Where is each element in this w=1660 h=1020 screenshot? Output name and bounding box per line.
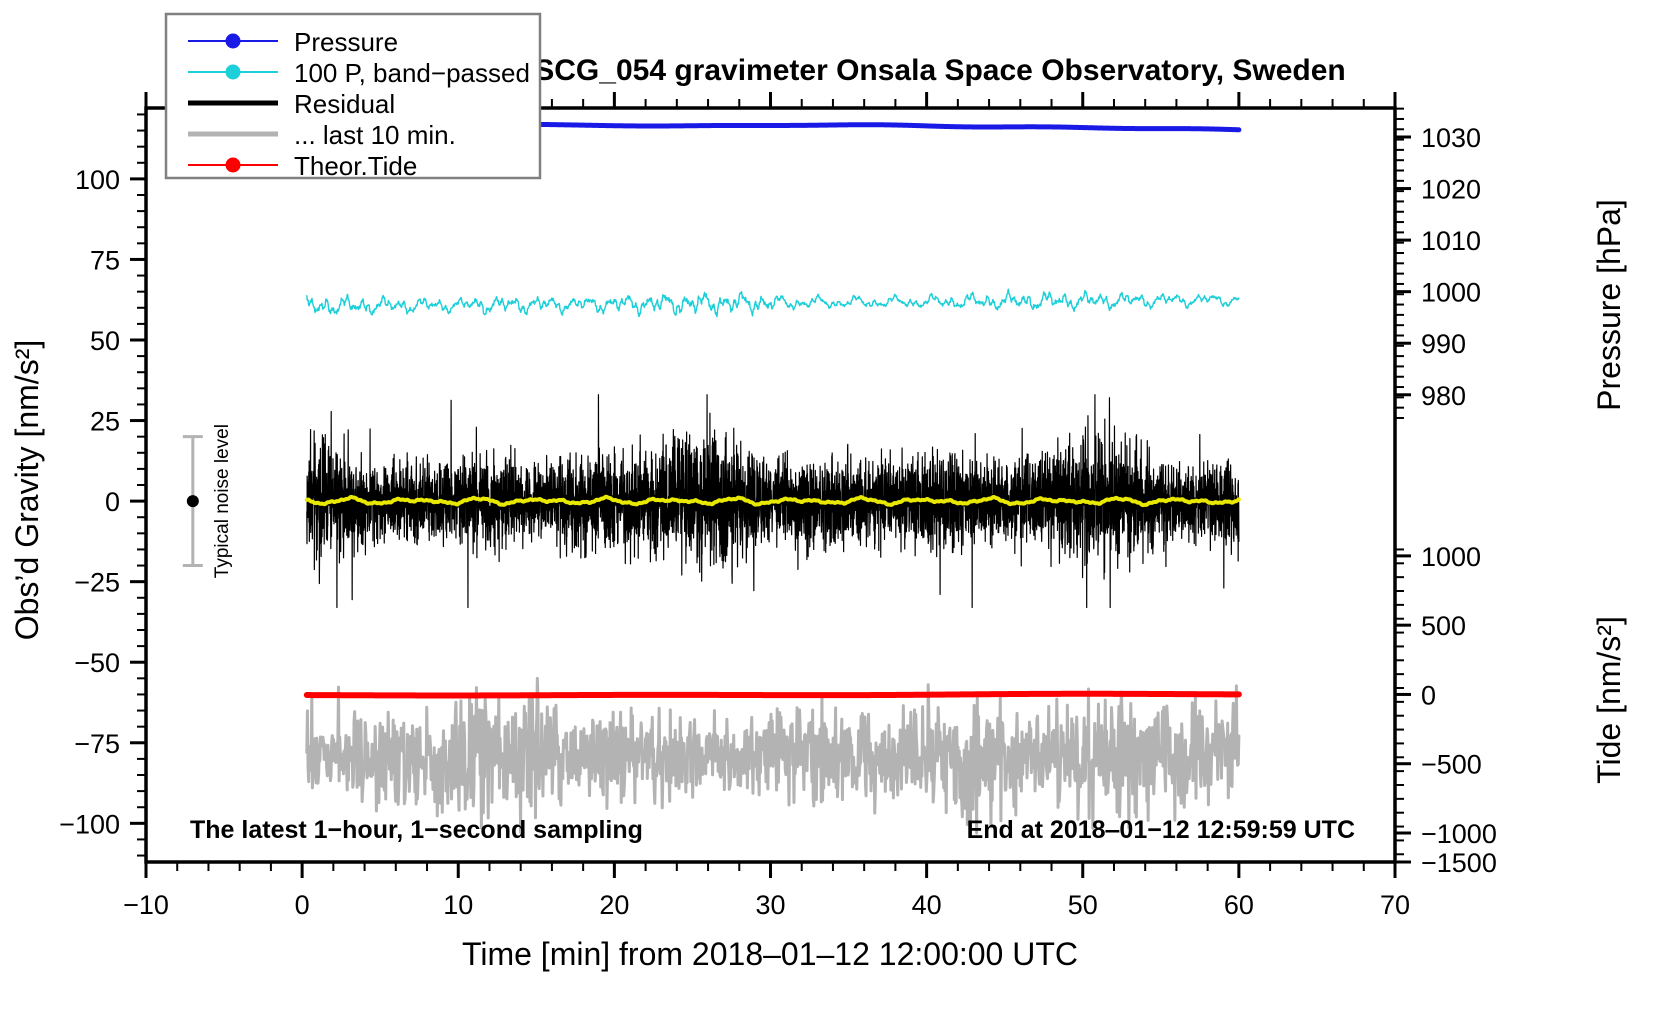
x-tick-label: 60 bbox=[1224, 890, 1254, 920]
chart-title: SCG_054 gravimeter Onsala Space Observat… bbox=[534, 54, 1346, 87]
x-axis-title: Time [min] from 2018‒01‒12 12:00:00 UTC bbox=[462, 936, 1078, 972]
trace-residual bbox=[306, 394, 1240, 609]
tide-tick-label: 500 bbox=[1421, 611, 1466, 641]
y-tick-label: 50 bbox=[90, 326, 120, 356]
tide-tick-label: 0 bbox=[1421, 680, 1436, 710]
pressure-tick-label: 980 bbox=[1421, 381, 1466, 411]
trace-bandpassed bbox=[306, 288, 1240, 318]
y-tick-label: −50 bbox=[74, 648, 120, 678]
trace-last-10-min bbox=[305, 676, 1241, 835]
y-tick-label: 0 bbox=[105, 487, 120, 517]
annotation-end-time: End at 2018‒01−12 12:59:59 UTC bbox=[967, 816, 1355, 844]
x-tick-label: 10 bbox=[443, 890, 473, 920]
y-axis-title-tide: Tide [nm/s²] bbox=[1591, 616, 1627, 784]
trace-theoretical-tide bbox=[303, 690, 1242, 699]
y-tick-label: −75 bbox=[74, 729, 120, 759]
x-tick-label: 20 bbox=[599, 890, 629, 920]
tide-tick-label: 1000 bbox=[1421, 542, 1481, 572]
legend-item-label: Pressure bbox=[294, 27, 398, 57]
x-tick-label: 40 bbox=[912, 890, 942, 920]
trace-smoothed-residual bbox=[304, 494, 1241, 508]
pressure-tick-label: 1030 bbox=[1421, 123, 1481, 153]
y-axis-title-left: Obs’d Gravity [nm/s²] bbox=[9, 340, 45, 641]
x-tick-label: 30 bbox=[755, 890, 785, 920]
legend-item-label: Theor.Tide bbox=[294, 151, 417, 181]
axis-ticks-group bbox=[130, 92, 1411, 878]
y-tick-label: 75 bbox=[90, 245, 120, 275]
x-tick-label: 0 bbox=[295, 890, 310, 920]
y-tick-label: −25 bbox=[74, 568, 120, 598]
legend-swatch-marker bbox=[225, 33, 241, 49]
x-tick-label: −10 bbox=[123, 890, 169, 920]
axis-tick-labels-group: −10 0 10 20 30 40 50 60 701007550250−25−50−75−10… bbox=[59, 123, 1497, 920]
pressure-tick-label: 990 bbox=[1421, 329, 1466, 359]
annotation-sampling-note: The latest 1−hour, 1−second sampling bbox=[190, 816, 643, 844]
noise-bar-center-dot bbox=[186, 495, 199, 508]
legend-item-label: 100 P, band−passed bbox=[294, 58, 530, 88]
legend-swatch-marker bbox=[225, 157, 241, 173]
x-tick-label: 70 bbox=[1380, 890, 1410, 920]
y-axis-title-pressure: Pressure [hPa] bbox=[1591, 199, 1627, 411]
y-tick-label: 25 bbox=[90, 407, 120, 437]
y-tick-label: 100 bbox=[75, 165, 120, 195]
legend-item-label: Residual bbox=[294, 89, 395, 119]
pressure-tick-label: 1010 bbox=[1421, 226, 1481, 256]
legend-item-label: ... last 10 min. bbox=[294, 120, 456, 150]
tide-tick-label: −1000 bbox=[1421, 819, 1497, 849]
x-tick-label: 50 bbox=[1068, 890, 1098, 920]
pressure-tick-label: 1000 bbox=[1421, 278, 1481, 308]
typical-noise-level-annotation: Typical noise level bbox=[182, 424, 233, 578]
y-tick-label: −100 bbox=[59, 809, 120, 839]
legend-swatch-marker bbox=[225, 64, 241, 80]
pressure-tick-label: 1020 bbox=[1421, 175, 1481, 205]
tide-tick-label: −1500 bbox=[1421, 848, 1497, 878]
noise-bar-label: Typical noise level bbox=[212, 424, 233, 578]
tide-tick-label: −500 bbox=[1421, 750, 1482, 780]
